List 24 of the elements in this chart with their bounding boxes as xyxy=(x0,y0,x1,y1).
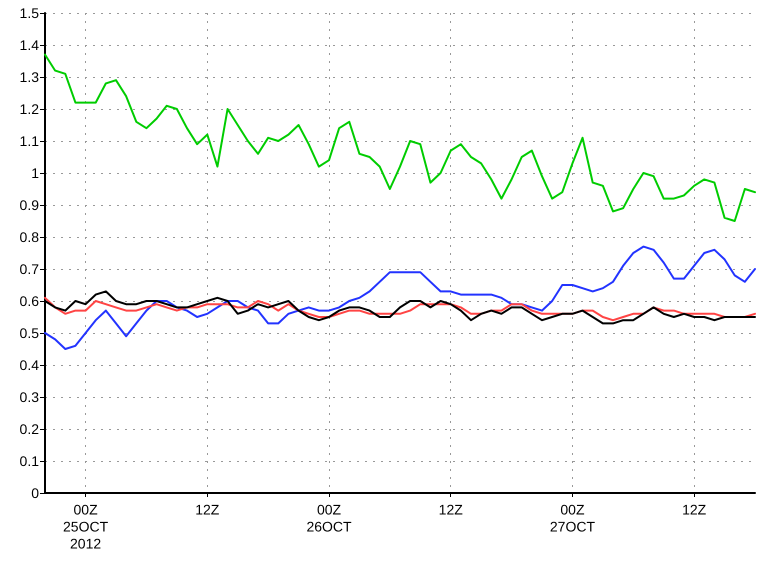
y-tick-label: 1.2 xyxy=(20,101,40,117)
y-tick-label: 1 xyxy=(31,165,40,181)
x-tick-label: 00Z 26OCT xyxy=(306,502,352,534)
y-tick-label: 0.4 xyxy=(20,357,40,373)
x-tick-label: 12Z xyxy=(682,502,707,518)
line-series xyxy=(44,296,756,322)
y-tick-label: 0.2 xyxy=(20,421,40,437)
y-tick-label: 1.1 xyxy=(20,133,40,149)
x-tick-label: 12Z xyxy=(438,502,464,518)
y-tick-label: 1.4 xyxy=(20,37,40,53)
y-tick-label: 0.9 xyxy=(20,197,40,213)
line-series xyxy=(44,54,756,222)
y-tick-label: 0.1 xyxy=(20,453,40,469)
y-tick-label: 0.8 xyxy=(20,229,40,245)
y-tick-label: 0.7 xyxy=(20,261,40,277)
y-tick-label: 0.3 xyxy=(20,389,40,405)
y-tick-label: 1.3 xyxy=(20,69,40,85)
x-tick-label: 00Z 27OCT xyxy=(550,502,596,534)
y-tick-label: 1.5 xyxy=(20,5,40,21)
y-tick-label: 0.5 xyxy=(20,325,40,341)
x-tick-label: 00Z 25OCT 2012 xyxy=(63,502,109,552)
y-tick-label: 0.6 xyxy=(20,293,40,309)
y-tick-label: 0 xyxy=(31,485,40,501)
x-tick-label: 12Z xyxy=(195,502,220,518)
